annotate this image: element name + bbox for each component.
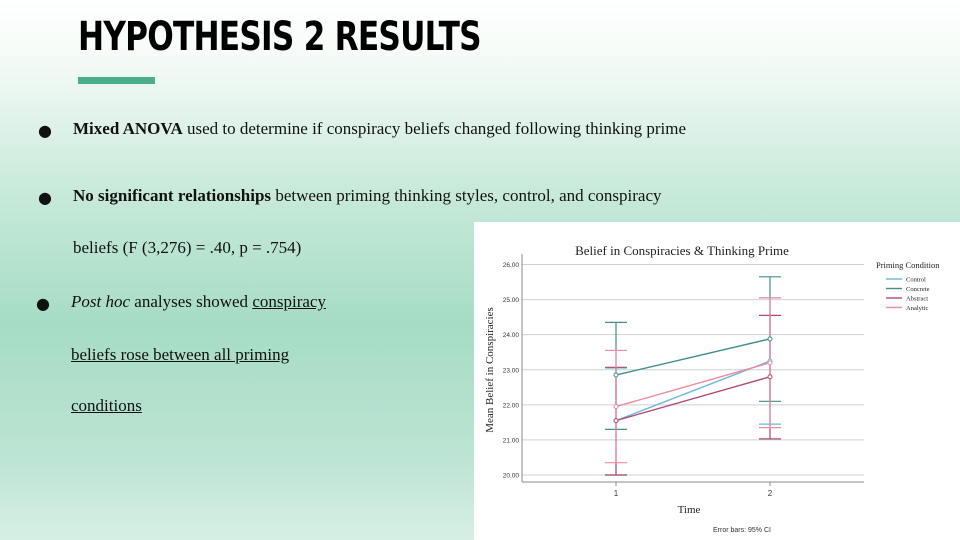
legend-title: Priming Condition <box>876 260 940 270</box>
bullet-1-text: used to determine if conspiracy beliefs … <box>182 119 686 138</box>
y-axis-label: Mean Belief in Conspiracies <box>484 307 496 433</box>
bullet-dot: ● <box>38 188 52 207</box>
bullet-dot: ● <box>38 121 52 140</box>
bullet-3-text: analyses showed <box>130 292 253 311</box>
y-tick-label: 26.00 <box>503 262 520 269</box>
data-point <box>767 374 773 380</box>
bullet-1: Mixed ANOVA used to determine if conspir… <box>73 119 686 139</box>
y-tick-label: 25.00 <box>503 297 520 304</box>
series-line-abstract <box>615 376 771 422</box>
data-point <box>613 372 619 378</box>
bullet-dot: ● <box>36 294 50 313</box>
x-tick-label: 1 <box>614 489 619 498</box>
series-line-concrete <box>615 338 771 376</box>
data-point <box>767 336 773 342</box>
bullet-2: No significant relationships between pri… <box>73 186 662 206</box>
plot-area: 20.00 21.00 22.00 23.00 24.00 25.00 26.00 1 2 <box>503 254 864 498</box>
data-point <box>613 404 619 410</box>
y-tick-label: 22.00 <box>503 402 520 409</box>
chart-footnote: Error bars: 95% CI <box>713 527 771 534</box>
y-tick-label: 21.00 <box>503 437 520 444</box>
chart-title: Belief in Conspiracies & Thinking Prime <box>575 243 789 258</box>
bullet-3-underline-3: conditions <box>71 396 142 415</box>
slide-title: HYPOTHESIS 2 RESULTS <box>78 14 482 60</box>
y-tick-label: 23.00 <box>503 367 520 374</box>
data-point <box>613 418 619 424</box>
series-line-control <box>615 360 771 422</box>
chart-panel: Belief in Conspiracies & Thinking Prime … <box>474 222 960 540</box>
bullet-3-italic: Post hoc <box>71 292 131 311</box>
bullet-3-underline-2: beliefs rose between all priming <box>71 345 290 364</box>
y-tick-label: 20.00 <box>503 472 520 479</box>
bullet-3-underline-1: conspiracy <box>252 292 326 311</box>
legend-label: Concrete <box>906 286 930 293</box>
bullet-2-bold: No significant relationships <box>73 186 272 205</box>
legend-label: Analytic <box>906 305 928 312</box>
x-tick-label: 2 <box>768 489 773 498</box>
x-axis-label: Time <box>678 504 701 516</box>
legend-label: Abstract <box>906 296 928 303</box>
legend: Control Concrete Abstract Analytic <box>886 277 930 312</box>
bullet-3: Post hoc analyses showed conspiracy <box>71 292 326 312</box>
data-point <box>767 360 773 366</box>
y-tick-label: 24.00 <box>503 332 520 339</box>
bullet-2-line2: beliefs (F (3,276) = .40, p = .754) <box>73 238 302 257</box>
legend-label: Control <box>906 277 926 284</box>
bullet-2-text: between priming thinking styles, control… <box>271 186 662 205</box>
line-chart: Belief in Conspiracies & Thinking Prime … <box>484 243 940 534</box>
series-line-analytic <box>615 362 771 408</box>
bullet-1-bold: Mixed ANOVA <box>73 119 183 138</box>
title-accent-bar <box>78 77 155 84</box>
